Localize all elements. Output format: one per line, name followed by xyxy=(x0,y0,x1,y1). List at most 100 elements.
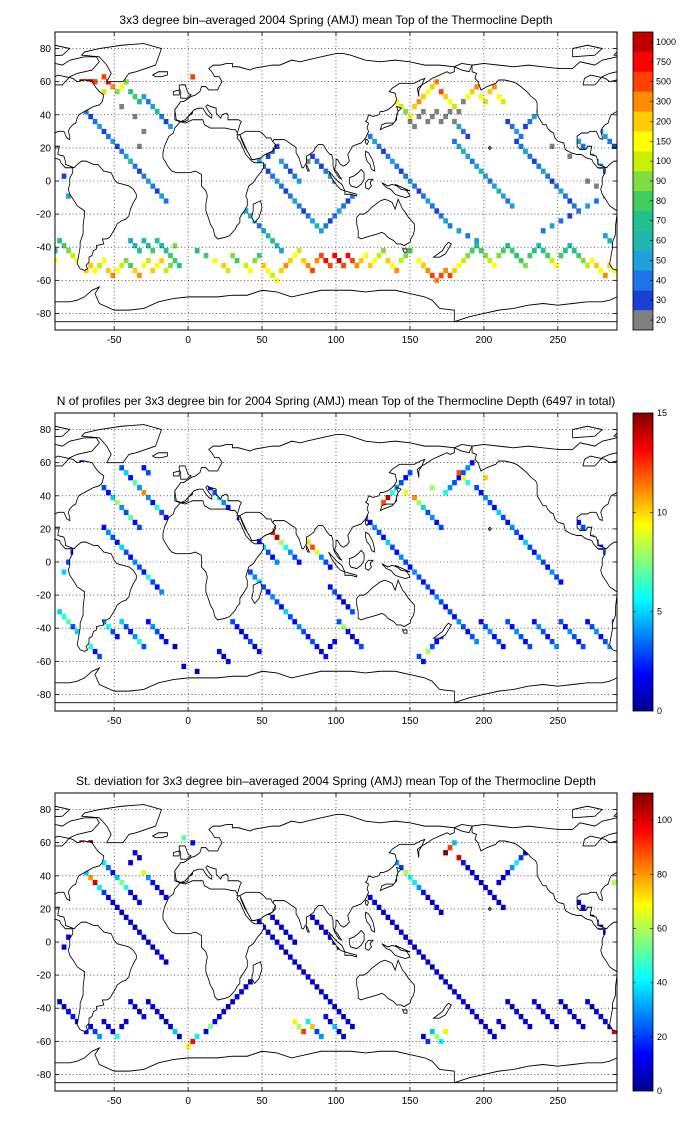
data-cell xyxy=(531,619,537,625)
data-cell xyxy=(438,213,444,219)
data-cell xyxy=(429,485,435,491)
data-cell xyxy=(514,629,519,635)
data-cell xyxy=(270,554,275,560)
data-cell xyxy=(296,1023,302,1030)
data-cell xyxy=(318,924,324,930)
data-cell xyxy=(416,949,422,955)
data-cell xyxy=(150,879,156,886)
data-cell xyxy=(194,668,200,675)
colorbar-tick-label: 100 xyxy=(656,156,671,166)
data-cell xyxy=(421,504,426,511)
data-cell xyxy=(265,549,271,555)
data-cell xyxy=(123,1018,129,1025)
data-cell xyxy=(492,894,497,901)
data-cell xyxy=(447,485,453,491)
data-cell xyxy=(585,203,590,209)
colorbar-tick-label: 750 xyxy=(656,57,671,67)
data-cell xyxy=(92,79,98,85)
data-cell xyxy=(452,118,457,125)
data-cell xyxy=(527,153,533,159)
data-cell xyxy=(527,643,533,650)
data-cell xyxy=(500,874,506,881)
data-cell xyxy=(460,148,466,154)
data-cell xyxy=(518,257,524,264)
data-cell xyxy=(443,850,448,856)
data-cell xyxy=(101,1018,107,1025)
data-cell xyxy=(172,1028,178,1035)
data-cell xyxy=(203,1028,209,1035)
data-cell xyxy=(421,108,426,115)
data-cell xyxy=(61,243,67,249)
data-cell xyxy=(443,267,448,274)
data-cell xyxy=(602,233,608,239)
data-cell xyxy=(66,248,71,254)
data-cell xyxy=(354,638,360,645)
data-cell xyxy=(571,203,577,209)
data-cell xyxy=(310,1023,315,1030)
data-cell xyxy=(589,257,595,264)
data-cell xyxy=(421,579,426,585)
data-cell xyxy=(465,94,471,100)
data-cell xyxy=(123,549,129,555)
data-cell xyxy=(137,143,142,150)
data-cell xyxy=(55,248,58,254)
data-cell xyxy=(274,178,280,184)
data-cell xyxy=(88,113,94,120)
data-cell xyxy=(487,1028,493,1035)
data-cell xyxy=(412,494,417,501)
data-cell xyxy=(447,609,453,615)
data-cell xyxy=(425,509,431,516)
data-cell xyxy=(385,153,391,159)
data-cell xyxy=(545,634,551,640)
data-cell xyxy=(500,1023,506,1030)
data-cell xyxy=(350,257,355,264)
data-cell xyxy=(66,1009,71,1015)
data-cell xyxy=(571,1014,577,1020)
data-cell xyxy=(531,113,537,120)
data-cell xyxy=(567,1009,573,1015)
data-cell xyxy=(270,238,275,244)
data-cell xyxy=(429,1028,435,1035)
data-cell xyxy=(602,638,608,645)
data-cell xyxy=(523,638,528,645)
data-cell xyxy=(128,262,133,269)
data-cell xyxy=(429,272,435,279)
data-cell xyxy=(381,499,386,506)
data-cell xyxy=(88,1023,94,1030)
data-cell xyxy=(465,233,471,239)
data-cell xyxy=(545,173,551,179)
data-cell xyxy=(345,629,351,635)
data-cell xyxy=(416,257,422,264)
data-cell xyxy=(137,1009,142,1015)
chart-title: St. deviation for 3x3 degree bin–average… xyxy=(76,774,596,788)
data-cell xyxy=(460,470,466,476)
data-cell xyxy=(518,1014,524,1020)
colorbar-tick-label: 150 xyxy=(656,136,671,146)
data-cell xyxy=(270,934,275,940)
data-cell xyxy=(554,262,559,269)
data-cell xyxy=(163,514,169,521)
data-cell xyxy=(483,475,488,481)
data-cell xyxy=(536,243,542,249)
data-cell xyxy=(323,559,329,565)
data-cell xyxy=(137,524,142,531)
data-cell xyxy=(132,894,138,901)
data-cell xyxy=(270,914,275,920)
data-cell xyxy=(318,989,324,995)
data-cell xyxy=(452,138,457,145)
data-cell xyxy=(443,94,448,100)
data-cell xyxy=(509,248,515,254)
data-cell xyxy=(279,158,284,164)
y-tick-label: -40 xyxy=(37,1004,52,1015)
data-cell xyxy=(256,158,262,164)
data-cell xyxy=(372,524,377,531)
data-cell xyxy=(292,198,298,204)
data-cell xyxy=(580,143,586,150)
data-cell xyxy=(531,248,537,254)
data-cell xyxy=(225,1004,231,1010)
data-cell xyxy=(500,248,506,254)
data-cell xyxy=(567,153,573,159)
data-cell xyxy=(88,643,94,650)
data-cell xyxy=(447,108,453,115)
data-cell xyxy=(394,860,400,866)
